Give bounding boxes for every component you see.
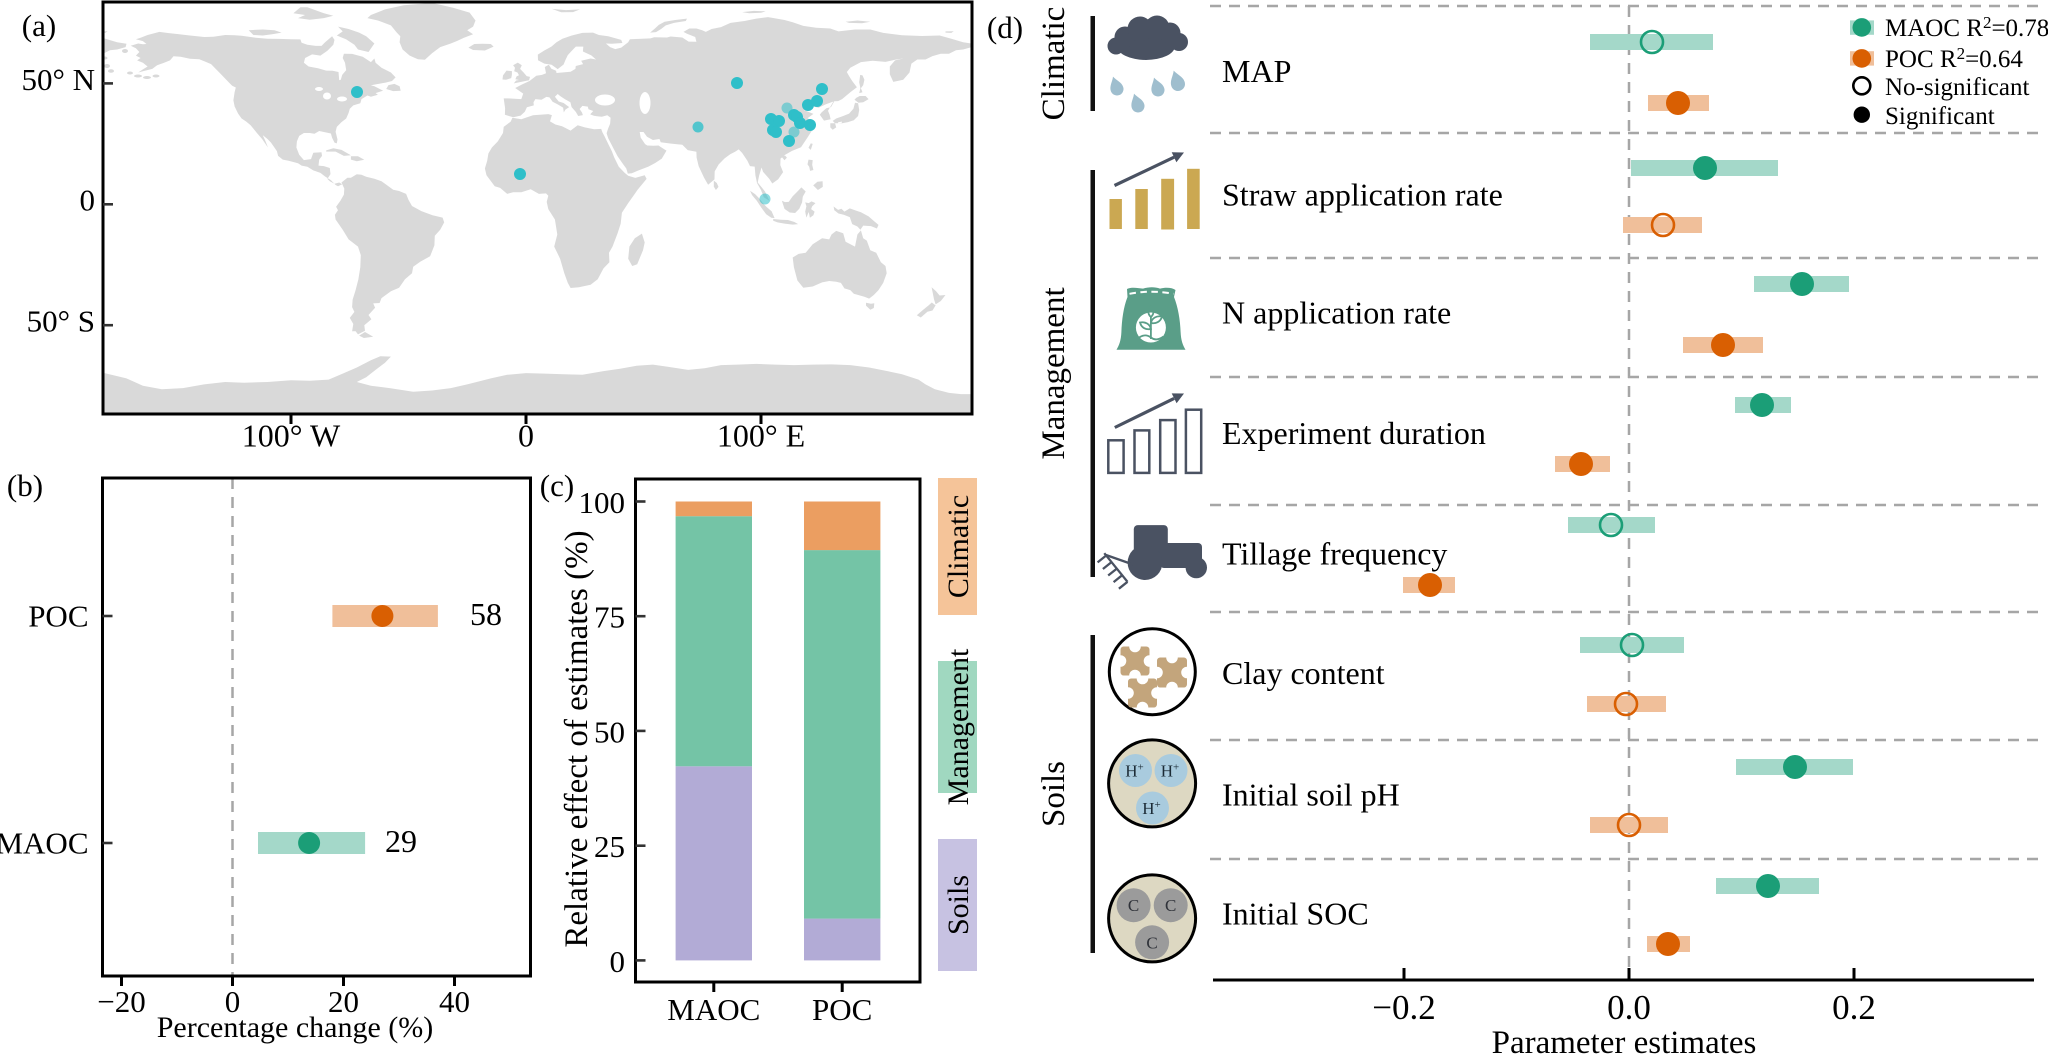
svg-text:−20: −20 (97, 984, 145, 1019)
svg-text:100° E: 100° E (717, 418, 805, 454)
svg-text:C: C (1165, 896, 1176, 915)
svg-text:Straw application rate: Straw application rate (1222, 177, 1503, 213)
svg-text:MAOC R2=0.78: MAOC R2=0.78 (1885, 13, 2048, 42)
svg-text:C: C (1128, 896, 1139, 915)
svg-text:50: 50 (594, 714, 625, 749)
svg-text:C: C (1146, 933, 1157, 952)
svg-text:POC R2=0.64: POC R2=0.64 (1885, 44, 2023, 73)
svg-text:(d): (d) (987, 10, 1023, 45)
svg-text:Experiment duration: Experiment duration (1222, 415, 1486, 451)
svg-text:0: 0 (518, 418, 534, 454)
svg-text:Climatic: Climatic (1036, 7, 1072, 121)
svg-text:Climatic: Climatic (942, 495, 975, 598)
svg-text:(a): (a) (22, 8, 56, 43)
svg-text:100° W: 100° W (242, 418, 341, 454)
svg-text:0.0: 0.0 (1607, 988, 1651, 1027)
svg-text:100: 100 (579, 485, 626, 520)
svg-text:Percentage change (%): Percentage change (%) (157, 1011, 434, 1044)
svg-text:29: 29 (385, 823, 417, 859)
svg-text:Significant: Significant (1885, 103, 1995, 130)
svg-text:40: 40 (439, 984, 470, 1019)
svg-text:Soils: Soils (1036, 761, 1072, 827)
svg-text:(b): (b) (7, 468, 43, 503)
svg-text:Initial SOC: Initial SOC (1222, 896, 1369, 932)
svg-text:Initial soil pH: Initial soil pH (1222, 777, 1400, 813)
svg-text:−0.2: −0.2 (1372, 988, 1436, 1027)
svg-text:Management: Management (1036, 287, 1072, 459)
svg-text:0.2: 0.2 (1832, 988, 1876, 1027)
svg-text:Management: Management (942, 648, 975, 805)
svg-text:20: 20 (328, 984, 359, 1019)
svg-text:MAOC: MAOC (667, 992, 760, 1027)
svg-text:0: 0 (80, 183, 96, 218)
svg-text:No-significant: No-significant (1885, 74, 2029, 101)
svg-text:Tillage frequency: Tillage frequency (1222, 536, 1447, 572)
svg-text:0: 0 (225, 984, 241, 1019)
svg-text:75: 75 (594, 600, 625, 635)
svg-text:MAOC: MAOC (0, 826, 89, 861)
svg-text:0: 0 (610, 944, 626, 979)
svg-text:Soils: Soils (942, 875, 975, 935)
svg-text:Relative effect of estimates (: Relative effect of estimates (%) (559, 530, 595, 947)
svg-text:MAP: MAP (1222, 53, 1291, 89)
svg-text:(c): (c) (540, 468, 574, 503)
svg-text:25: 25 (594, 829, 625, 864)
svg-text:Clay content: Clay content (1222, 655, 1385, 691)
svg-text:POC: POC (812, 992, 872, 1027)
svg-text:58: 58 (470, 596, 502, 632)
svg-text:Parameter estimates: Parameter estimates (1492, 1025, 1757, 1061)
svg-text:N application rate: N application rate (1222, 295, 1451, 331)
svg-text:POC: POC (28, 599, 88, 634)
svg-text:50° S: 50° S (27, 304, 95, 339)
svg-text:50° N: 50° N (21, 62, 95, 97)
